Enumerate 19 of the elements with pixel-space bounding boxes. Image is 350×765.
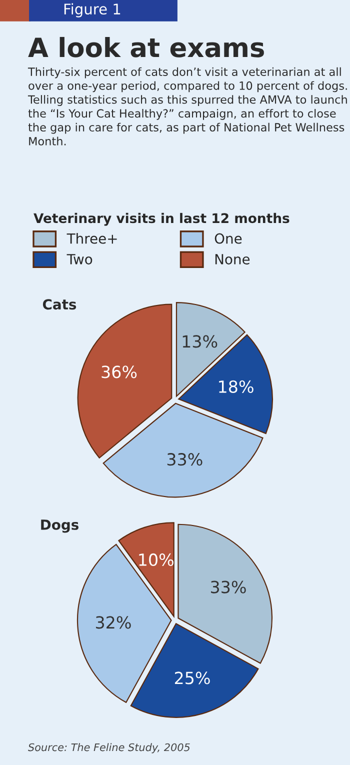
data-label: 18%	[219, 380, 254, 393]
legend-label: Two	[66, 254, 92, 264]
chart-title: Dogs	[41, 520, 78, 533]
data-label: 33%	[211, 580, 246, 594]
legend-title: Veterinary visits in last 12 months	[34, 212, 290, 226]
legend-label: Three+	[66, 233, 117, 244]
caption: Figure 1	[64, 3, 120, 18]
text: Cats	[42, 299, 76, 310]
data-label: 10%	[139, 553, 174, 566]
data-label: 32%	[96, 616, 131, 629]
data-label: 36%	[102, 366, 137, 378]
data-label: 25%	[174, 672, 210, 684]
source-note: Source: The Feline Study, 2005	[28, 743, 190, 754]
legend-label: None	[215, 254, 250, 264]
data-label: 33%	[167, 453, 202, 466]
data-label: 13%	[182, 335, 218, 348]
chart-subtitle: Thirty-six percent of cats don’t visit a veterinarian at all over a one-year period, compared to 10 percent of dogs. Telling statistics such as this spurred the AMVA to launch the “Is Your Cat Healthy?” campaign, an effort to close the gap in care for cats, as part of National Pet Wellness Month.	[28, 67, 347, 146]
legend-label: One	[214, 233, 242, 244]
chart-title: A look at exams	[28, 36, 264, 58]
